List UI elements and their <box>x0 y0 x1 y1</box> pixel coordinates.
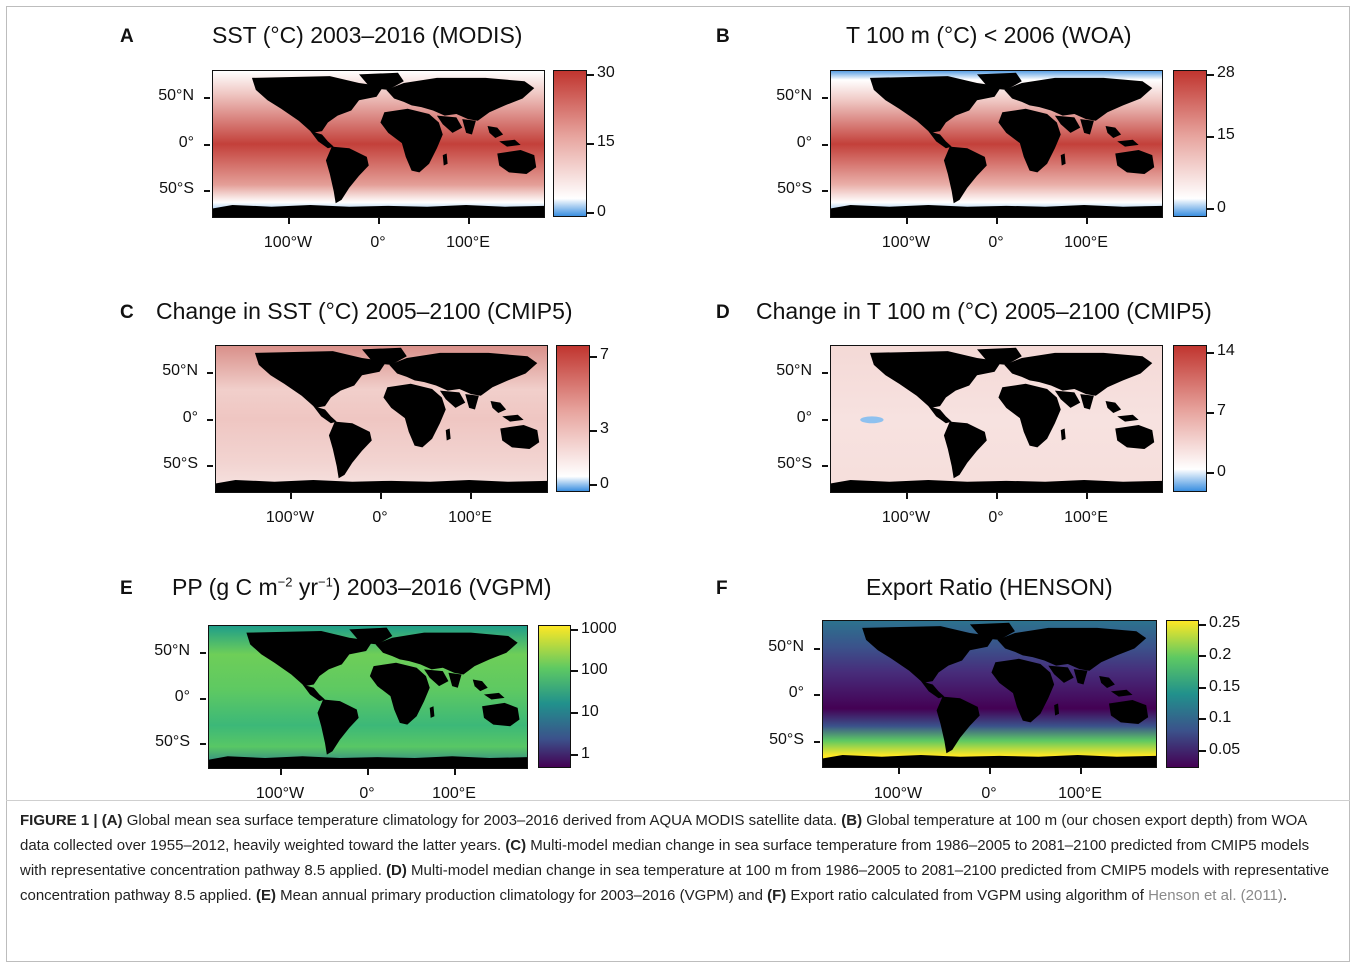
caption-tag: (E) <box>256 887 276 904</box>
lat-label: 50°N <box>776 362 812 379</box>
panel-d-cb-label: 7 <box>1217 402 1226 419</box>
caption-tag: (F) <box>767 887 787 904</box>
lon-label: 100°E <box>446 234 490 251</box>
caption-divider <box>6 800 1350 801</box>
lat-label: 50°N <box>154 642 190 659</box>
panel-f-letter: F <box>716 578 728 599</box>
lon-label: 100°E <box>1064 234 1108 251</box>
lat-label: 0° <box>182 409 198 426</box>
lon-label: 0° <box>372 509 388 526</box>
panel-b-cb-label: 15 <box>1217 126 1235 143</box>
caption-text: Global temperature at 100 m (our chosen … <box>20 812 1307 854</box>
lon-label: 0° <box>988 234 1004 251</box>
lon-label: 100°W <box>263 234 313 251</box>
panel-f-map <box>822 620 1157 768</box>
caption-text: Mean annual primary production climatolo… <box>276 887 768 904</box>
citation-link[interactable]: Henson et al. (2011) <box>1148 887 1283 904</box>
caption-tag: (A) <box>101 812 123 829</box>
panel-c-cb-label: 0 <box>600 475 609 492</box>
lon-label: 0° <box>988 509 1004 526</box>
panel-e-colorbar <box>538 625 571 768</box>
panel-a-cb-label: 15 <box>597 133 615 150</box>
lon-label: 0° <box>370 234 386 251</box>
panel-e-cb-label: 100 <box>581 661 608 678</box>
panel-c-letter: C <box>120 302 134 323</box>
panel-d-map <box>830 345 1163 493</box>
lat-label: 50°N <box>768 638 804 655</box>
panel-a-colorbar <box>553 70 587 217</box>
caption-text: Export ratio calculated from VGPM using … <box>786 887 1149 904</box>
lat-label: 0° <box>796 409 812 426</box>
panel-b-colorbar <box>1173 70 1207 217</box>
panel-b-cb-label: 0 <box>1217 199 1226 216</box>
panel-a-cb-label: 30 <box>597 64 615 81</box>
panel-b-cb-label: 28 <box>1217 64 1235 81</box>
caption-figure-label: FIGURE 1 | <box>20 812 102 829</box>
lon-label: 100°E <box>432 785 476 802</box>
panel-c-colorbar <box>556 345 590 492</box>
panel-c-cb-label: 7 <box>600 346 609 363</box>
panel-a-map <box>212 70 545 218</box>
panel-d-colorbar <box>1173 345 1207 492</box>
lon-label: 100°W <box>881 509 931 526</box>
panel-e-map <box>208 625 528 769</box>
caption-text: . <box>1282 887 1288 904</box>
lon-label: 100°W <box>881 234 931 251</box>
lat-label: 50°S <box>155 733 190 750</box>
caption-text: Multi-model median change in sea surface… <box>20 837 1310 879</box>
panel-d-cb-label: 14 <box>1217 342 1235 359</box>
panel-b-title: T 100 m (°C) < 2006 (WOA) <box>846 22 1132 48</box>
caption-tag: (D) <box>386 862 407 879</box>
panel-b-letter: B <box>716 26 730 47</box>
lon-label: 100°W <box>873 785 923 802</box>
panel-a-title: SST (°C) 2003–2016 (MODIS) <box>212 22 523 48</box>
panel-f-cb-label: 0.15 <box>1209 678 1241 695</box>
caption-text: Multi-model median change in sea tempera… <box>20 862 1330 904</box>
lon-label: 0° <box>981 785 997 802</box>
figure-frame <box>6 6 1350 962</box>
panel-e-cb-label: 1 <box>581 745 590 762</box>
panel-e-cb-label: 1000 <box>581 620 617 637</box>
panel-f-cb-label: 0.05 <box>1209 741 1241 758</box>
panel-f-cb-label: 0.25 <box>1209 614 1241 631</box>
lat-label: 50°N <box>776 87 812 104</box>
panel-f-cb-label: 0.2 <box>1209 646 1232 663</box>
lat-label: 50°S <box>769 731 804 748</box>
caption-tag: (C) <box>505 837 527 854</box>
lon-label: 100°E <box>1064 509 1108 526</box>
caption-tag: (B) <box>841 812 863 829</box>
caption-text: Global mean sea surface temperature clim… <box>122 812 842 829</box>
lat-label: 0° <box>796 134 812 151</box>
panel-d-title: Change in T 100 m (°C) 2005–2100 (CMIP5) <box>756 298 1212 324</box>
lon-label: 0° <box>359 785 375 802</box>
lat-label: 50°S <box>777 180 812 197</box>
panel-e-title: PP (g C m−2 yr−1) 2003–2016 (VGPM) <box>172 574 552 600</box>
figure-caption: FIGURE 1 | (A) Global mean sea surface t… <box>20 808 1338 908</box>
lat-label: 0° <box>174 688 190 705</box>
panel-a-letter: A <box>120 26 134 47</box>
panel-e-cb-label: 10 <box>581 703 599 720</box>
lat-label: 50°S <box>777 455 812 472</box>
lat-label: 50°N <box>158 87 194 104</box>
panel-c-map <box>215 345 548 493</box>
panel-d-letter: D <box>716 302 730 323</box>
lat-label: 50°S <box>159 180 194 197</box>
lat-label: 50°S <box>163 455 198 472</box>
panel-f-title: Export Ratio (HENSON) <box>866 574 1113 600</box>
panel-c-title: Change in SST (°C) 2005–2100 (CMIP5) <box>156 298 573 324</box>
lon-label: 100°E <box>448 509 492 526</box>
panel-c-cb-label: 3 <box>600 420 609 437</box>
panel-d-cb-label: 0 <box>1217 463 1226 480</box>
lat-label: 0° <box>178 134 194 151</box>
panel-e-letter: E <box>120 578 133 599</box>
panel-a-cb-label: 0 <box>597 203 606 220</box>
lon-label: 100°W <box>255 785 305 802</box>
lat-label: 0° <box>788 684 804 701</box>
lat-label: 50°N <box>162 362 198 379</box>
panel-b-map <box>830 70 1163 218</box>
panel-f-colorbar <box>1166 620 1199 768</box>
lon-label: 100°E <box>1058 785 1102 802</box>
lon-label: 100°W <box>265 509 315 526</box>
panel-f-cb-label: 0.1 <box>1209 709 1232 726</box>
